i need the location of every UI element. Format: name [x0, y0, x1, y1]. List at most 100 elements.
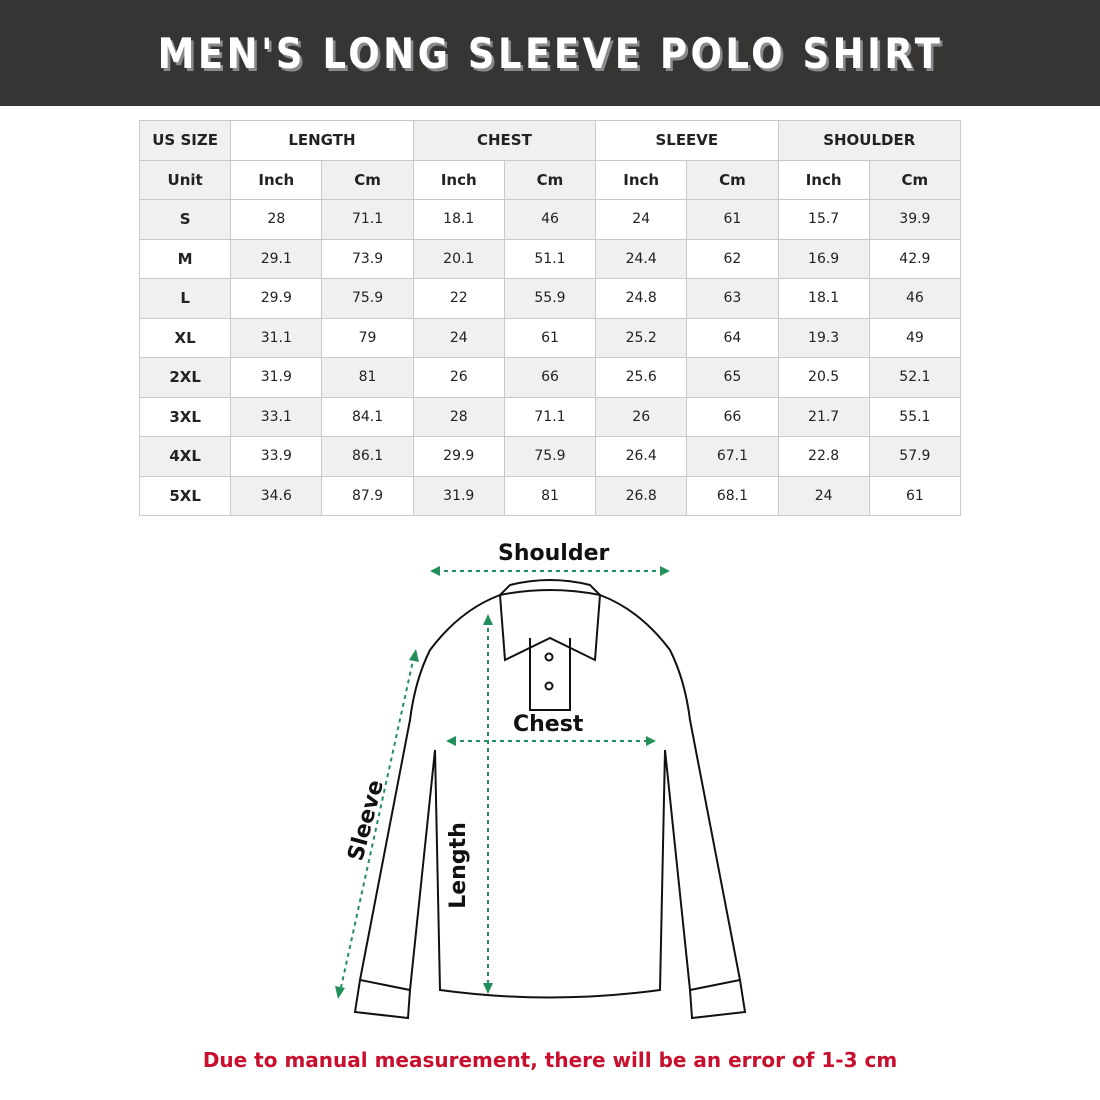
value-cell: 51.1: [503, 238, 597, 279]
group-header-row: US SIZE LENGTH CHEST SLEEVE SHOULDER: [138, 120, 962, 161]
sleeve-arrow: [339, 655, 415, 993]
page-title: MEN'S LONG SLEEVE POLO SHIRT: [157, 28, 943, 78]
value-cell: 62: [686, 238, 779, 279]
measurement-disclaimer: Due to manual measurement, there will be…: [202, 1048, 898, 1072]
table-row: 3XL 33.1 84.1 28 71.1 26 66 21.7 55.1: [138, 396, 962, 437]
group-header: SLEEVE: [595, 120, 779, 161]
value-cell: 71.1: [503, 396, 597, 437]
value-cell: 65: [686, 357, 779, 398]
value-cell: 24.8: [595, 278, 688, 319]
value-cell: 63: [686, 278, 779, 319]
group-header: SHOULDER: [777, 120, 962, 161]
value-cell: 26.4: [595, 436, 688, 477]
value-cell: 75.9: [321, 278, 414, 319]
value-cell: 18.1: [412, 199, 505, 240]
table-row: M 29.1 73.9 20.1 51.1 24.4 62 16.9 42.9: [138, 238, 962, 279]
value-cell: 64: [686, 317, 779, 358]
value-cell: 29.9: [412, 436, 505, 477]
table-row: 5XL 34.6 87.9 31.9 81 26.8 68.1 24 61: [138, 475, 962, 516]
value-cell: 31.9: [412, 475, 505, 516]
table-row: L 29.9 75.9 22 55.9 24.8 63 18.1 46: [138, 278, 962, 319]
value-cell: 87.9: [321, 475, 414, 516]
unit-header: Cm: [321, 159, 414, 200]
size-cell: 2XL: [138, 357, 232, 398]
unit-header: Cm: [868, 159, 962, 200]
value-cell: 55.9: [503, 278, 597, 319]
value-cell: 81: [503, 475, 597, 516]
value-cell: 71.1: [321, 199, 414, 240]
unit-header: Inch: [230, 159, 323, 200]
value-cell: 79: [321, 317, 414, 358]
title-banner: MEN'S LONG SLEEVE POLO SHIRT: [0, 0, 1100, 106]
value-cell: 46: [868, 278, 962, 319]
size-table: US SIZE LENGTH CHEST SLEEVE SHOULDER Unit Inch…: [138, 120, 962, 516]
unit-header: Inch: [777, 159, 870, 200]
value-cell: 22: [412, 278, 505, 319]
group-header: CHEST: [412, 120, 597, 161]
value-cell: 46: [503, 199, 597, 240]
value-cell: 34.6: [230, 475, 323, 516]
value-cell: 68.1: [686, 475, 779, 516]
value-cell: 57.9: [868, 436, 962, 477]
value-cell: 28: [412, 396, 505, 437]
value-cell: 15.7: [777, 199, 870, 240]
size-cell: 3XL: [138, 396, 232, 437]
value-cell: 24: [777, 475, 870, 516]
value-cell: 73.9: [321, 238, 414, 279]
value-cell: 29.9: [230, 278, 323, 319]
measurement-arrows: [339, 570, 664, 993]
chest-label: Chest: [513, 712, 584, 737]
size-cell: M: [138, 238, 232, 279]
value-cell: 20.5: [777, 357, 870, 398]
value-cell: 20.1: [412, 238, 505, 279]
group-header: US SIZE: [138, 120, 232, 161]
value-cell: 39.9: [868, 199, 962, 240]
value-cell: 75.9: [503, 436, 597, 477]
value-cell: 29.1: [230, 238, 323, 279]
table-row: 4XL 33.9 86.1 29.9 75.9 26.4 67.1 22.8 57.9: [138, 436, 962, 477]
table-row: S 28 71.1 18.1 46 24 61 15.7 39.9: [138, 199, 962, 240]
value-cell: 55.1: [868, 396, 962, 437]
value-cell: 31.1: [230, 317, 323, 358]
value-cell: 66: [503, 357, 597, 398]
value-cell: 52.1: [868, 357, 962, 398]
value-cell: 24: [412, 317, 505, 358]
value-cell: 49: [868, 317, 962, 358]
value-cell: 61: [503, 317, 597, 358]
size-cell: 5XL: [138, 475, 232, 516]
value-cell: 22.8: [777, 436, 870, 477]
unit-header: Cm: [686, 159, 779, 200]
value-cell: 24: [595, 199, 688, 240]
size-cell: L: [138, 278, 232, 319]
value-cell: 26.8: [595, 475, 688, 516]
value-cell: 26: [412, 357, 505, 398]
size-cell: 4XL: [138, 436, 232, 477]
value-cell: 66: [686, 396, 779, 437]
value-cell: 19.3: [777, 317, 870, 358]
value-cell: 33.9: [230, 436, 323, 477]
value-cell: 26: [595, 396, 688, 437]
group-header: LENGTH: [230, 120, 414, 161]
value-cell: 25.6: [595, 357, 688, 398]
shoulder-label: Shoulder: [498, 541, 610, 566]
size-cell: XL: [138, 317, 232, 358]
value-cell: 81: [321, 357, 414, 398]
value-cell: 84.1: [321, 396, 414, 437]
table-row: XL 31.1 79 24 61 25.2 64 19.3 49: [138, 317, 962, 358]
value-cell: 21.7: [777, 396, 870, 437]
size-cell: S: [138, 199, 232, 240]
value-cell: 18.1: [777, 278, 870, 319]
table-row: 2XL 31.9 81 26 66 25.6 65 20.5 52.1: [138, 357, 962, 398]
value-cell: 67.1: [686, 436, 779, 477]
value-cell: 86.1: [321, 436, 414, 477]
value-cell: 31.9: [230, 357, 323, 398]
shirt-outline: [353, 579, 747, 1020]
unit-header: Inch: [595, 159, 688, 200]
value-cell: 42.9: [868, 238, 962, 279]
value-cell: 24.4: [595, 238, 688, 279]
value-cell: 28: [230, 199, 323, 240]
unit-header: Cm: [503, 159, 597, 200]
unit-header: Inch: [412, 159, 505, 200]
arrow-heads: [335, 566, 670, 999]
length-label: Length: [445, 822, 471, 909]
